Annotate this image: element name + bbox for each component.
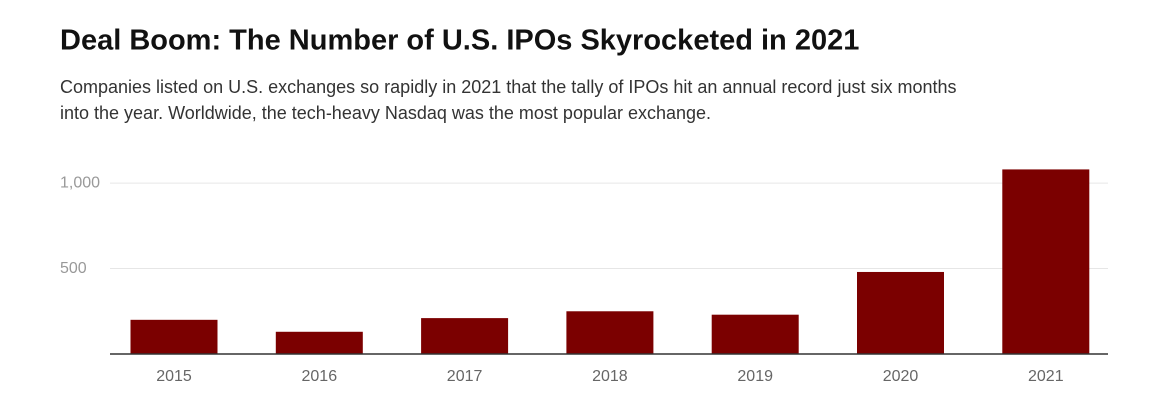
- bar: [711, 314, 799, 354]
- chart-subtitle: into the year. Worldwide, the tech-heavy…: [60, 103, 711, 123]
- x-tick-label: 2020: [883, 368, 919, 385]
- y-tick-label: 1,000: [60, 174, 100, 191]
- x-tick-label: 2021: [1028, 368, 1064, 385]
- bar: [566, 311, 654, 354]
- chart-subtitle: Companies listed on U.S. exchanges so ra…: [60, 77, 956, 97]
- x-tick-label: 2015: [156, 368, 192, 385]
- bar: [130, 319, 218, 354]
- x-tick-label: 2016: [302, 368, 338, 385]
- bar: [275, 331, 363, 354]
- x-tick-label: 2018: [592, 368, 628, 385]
- chart-title: Deal Boom: The Number of U.S. IPOs Skyro…: [60, 25, 859, 57]
- y-tick-label: 500: [60, 260, 87, 277]
- bar: [421, 318, 509, 354]
- x-tick-label: 2019: [737, 368, 773, 385]
- bar: [1002, 169, 1090, 354]
- bar: [857, 271, 944, 354]
- x-tick-label: 2017: [447, 368, 483, 385]
